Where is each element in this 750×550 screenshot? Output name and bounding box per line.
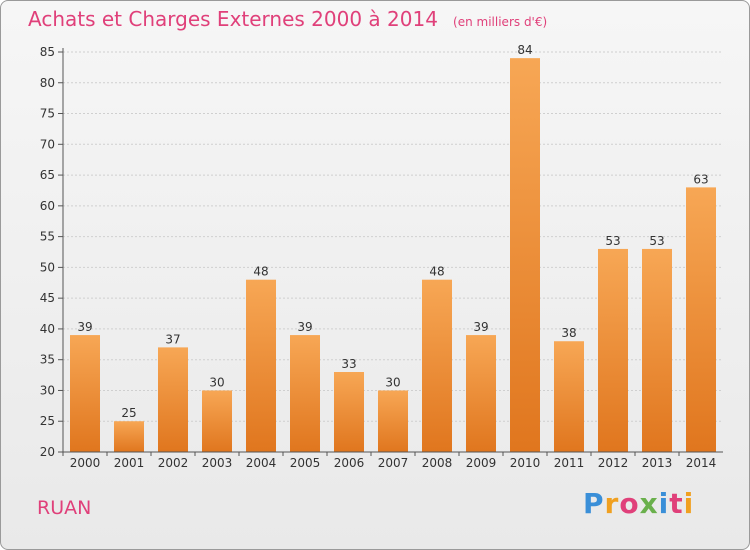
bar xyxy=(642,248,672,452)
brand-letter: o xyxy=(619,487,640,520)
bar xyxy=(290,335,320,452)
bar xyxy=(598,248,628,452)
axes xyxy=(58,48,723,456)
y-tick-label: 60 xyxy=(40,199,55,213)
commune-name: RUAN xyxy=(37,497,92,519)
data-label: 33 xyxy=(341,357,356,371)
x-tick-label: 2011 xyxy=(554,456,585,470)
x-tick-label: 2002 xyxy=(158,456,189,470)
data-label: 48 xyxy=(429,265,444,279)
data-label: 39 xyxy=(297,320,312,334)
x-tick-label: 2006 xyxy=(334,456,365,470)
data-label: 63 xyxy=(693,172,708,186)
y-tick-label: 80 xyxy=(40,76,55,90)
data-label: 53 xyxy=(649,234,664,248)
data-label: 30 xyxy=(209,375,224,389)
y-tick-label: 35 xyxy=(40,353,55,367)
y-tick-label: 65 xyxy=(40,168,55,182)
brand-letter: r xyxy=(604,487,620,520)
data-label: 30 xyxy=(385,375,400,389)
bar xyxy=(466,335,496,452)
bar xyxy=(334,372,364,452)
x-tick-label: 2009 xyxy=(466,456,497,470)
bar xyxy=(554,341,584,452)
x-tick-label: 2012 xyxy=(598,456,629,470)
data-label: 25 xyxy=(121,406,136,420)
y-tick-label: 50 xyxy=(40,260,55,274)
x-tick-label: 2014 xyxy=(686,456,717,470)
y-tick-label: 75 xyxy=(40,107,55,121)
brand-letter: i xyxy=(658,487,670,520)
bar xyxy=(422,279,452,452)
brand-letter: P xyxy=(583,487,605,520)
data-label: 38 xyxy=(561,326,576,340)
bar xyxy=(510,58,540,453)
bar xyxy=(378,390,408,452)
bar xyxy=(246,279,276,452)
bar xyxy=(70,335,100,452)
x-tick-label: 2000 xyxy=(70,456,101,470)
x-tick-label: 2005 xyxy=(290,456,321,470)
x-tick-label: 2001 xyxy=(114,456,145,470)
x-tick-label: 2013 xyxy=(642,456,673,470)
labels: 20 25 30 35 40 45 50 55 60 65 70 75 80 85 39 2000 25 2001… xyxy=(40,43,717,470)
y-tick-label: 45 xyxy=(40,291,55,305)
x-tick-label: 2008 xyxy=(422,456,453,470)
y-tick-label: 70 xyxy=(40,137,55,151)
data-label: 37 xyxy=(165,332,180,346)
x-tick-label: 2003 xyxy=(202,456,233,470)
data-label: 48 xyxy=(253,265,268,279)
brand-letter: t xyxy=(669,487,684,520)
data-label: 39 xyxy=(77,320,92,334)
x-tick-label: 2010 xyxy=(510,456,541,470)
bar xyxy=(686,187,716,452)
brand-logo: Proxiti xyxy=(583,487,694,520)
y-tick-label: 85 xyxy=(40,45,55,59)
chart-subtitle: (en milliers d'€) xyxy=(453,15,548,29)
y-tick-label: 40 xyxy=(40,322,55,336)
y-tick-label: 25 xyxy=(40,414,55,428)
y-tick-label: 20 xyxy=(40,445,55,459)
brand-letter: i xyxy=(683,487,695,520)
data-label: 53 xyxy=(605,234,620,248)
data-label: 84 xyxy=(517,43,532,57)
data-label: 39 xyxy=(473,320,488,334)
bar xyxy=(114,421,144,452)
bar xyxy=(158,347,188,452)
bars xyxy=(70,58,716,453)
y-tick-label: 30 xyxy=(40,383,55,397)
y-tick-label: 55 xyxy=(40,230,55,244)
bar xyxy=(202,390,232,452)
brand-letter: x xyxy=(639,487,659,520)
x-tick-label: 2004 xyxy=(246,456,277,470)
chart-title: Achats et Charges Externes 2000 à 2014 xyxy=(28,7,438,31)
title-line: Achats et Charges Externes 2000 à 2014 (… xyxy=(28,7,547,31)
x-tick-label: 2007 xyxy=(378,456,409,470)
